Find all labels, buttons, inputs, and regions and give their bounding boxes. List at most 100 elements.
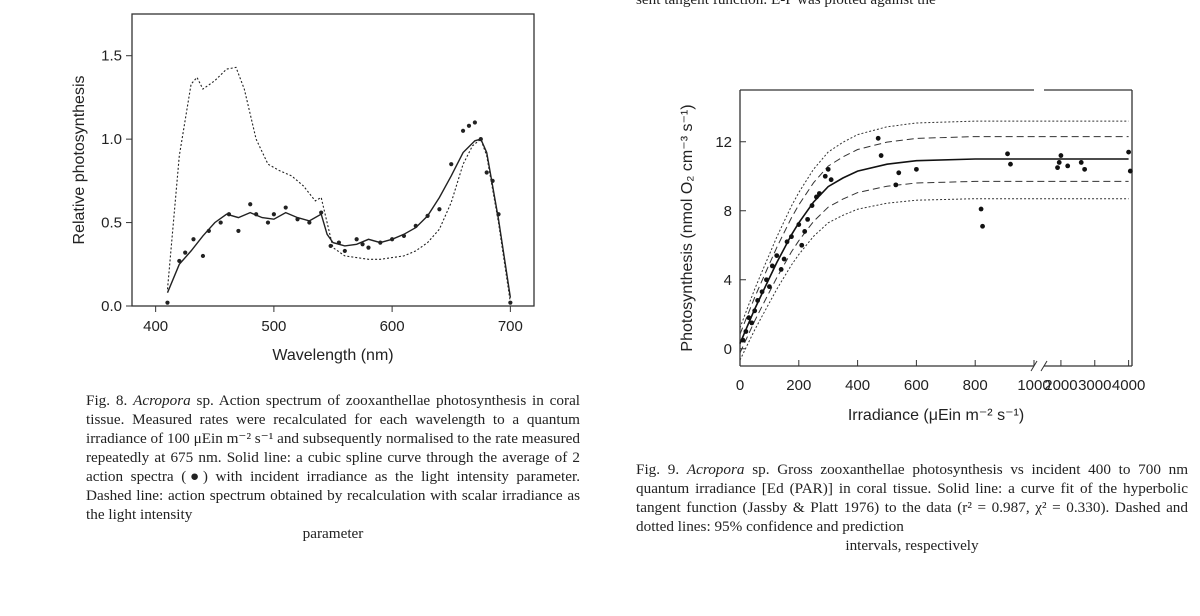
data-point <box>743 329 749 334</box>
data-point <box>342 248 347 254</box>
data-point <box>740 337 746 343</box>
data-point <box>177 258 182 264</box>
y-tick-label: 0 <box>724 341 732 358</box>
data-point <box>746 315 752 321</box>
plot-frame <box>131 13 535 307</box>
data-point <box>265 220 271 225</box>
data-point <box>980 223 985 229</box>
data-point <box>165 300 170 305</box>
x-tick-label: 700 <box>498 318 523 335</box>
data-point <box>484 170 489 175</box>
data-point <box>390 237 395 242</box>
y-tick-label: 0.5 <box>101 215 122 232</box>
data-point <box>1065 163 1071 169</box>
data-point <box>366 245 371 250</box>
data-point <box>191 237 196 242</box>
data-point <box>466 123 472 128</box>
x-axis-label: Irradiance (μEin m⁻² s⁻¹) <box>848 407 1024 424</box>
x-tick-label: 4000 <box>1112 377 1145 394</box>
data-point <box>802 229 808 234</box>
data-point <box>822 173 828 179</box>
data-point <box>378 240 383 245</box>
x-tick-label: 800 <box>963 377 988 394</box>
y-tick-label: 8 <box>724 203 732 220</box>
x-tick-label: 600 <box>904 377 929 394</box>
data-point <box>774 253 780 258</box>
caption-last-line: parameter <box>302 525 364 542</box>
y-tick-label: 1.0 <box>101 131 122 148</box>
x-tick-label: 0 <box>736 377 744 394</box>
data-point <box>226 212 232 217</box>
data-point <box>978 206 984 212</box>
scalar-spectrum-curve <box>166 66 511 303</box>
x-tick-label: 500 <box>261 318 286 335</box>
data-point <box>893 182 899 188</box>
data-point <box>878 153 884 158</box>
data-point <box>183 250 188 255</box>
data-point <box>796 222 802 227</box>
data-point <box>413 223 418 229</box>
axis-break-mark <box>1040 360 1048 372</box>
data-point <box>206 228 211 234</box>
y-axis-label: Photosynthesis (nmol O₂ cm⁻³ s⁻¹) <box>679 104 696 351</box>
caption-genus: Acropora <box>133 392 191 409</box>
data-point <box>805 216 811 222</box>
caption-fig-label: Fig. 9. <box>636 461 680 478</box>
data-point <box>816 191 822 196</box>
y-axis-label: Relative photosynthesis <box>71 76 88 245</box>
data-point <box>809 203 815 208</box>
x-tick-label: 600 <box>380 318 405 335</box>
data-point <box>328 243 333 249</box>
data-point <box>828 177 834 183</box>
figure-8-chart: 400 500 600 700 0.0 0.5 1.0 1.5 Wavelength (nm) R… <box>70 0 560 380</box>
data-point <box>508 300 513 305</box>
x-tick-label: 400 <box>143 318 168 335</box>
data-point <box>336 240 342 245</box>
data-point <box>1058 153 1064 158</box>
caption-fig-label: Fig. 8. <box>86 392 128 409</box>
hyperbolic-tangent-fit-curve <box>739 158 1129 344</box>
x-tick-label: 1000 <box>1017 377 1050 394</box>
figure-8-caption: Fig. 8. Acropora sp. Action spectrum of … <box>86 391 580 543</box>
data-point <box>896 170 902 176</box>
figure-9-caption: Fig. 9. Acropora sp. Gross zooxanthellae… <box>636 460 1188 555</box>
caption-body: sp. Action spectrum of zooxanthellae pho… <box>86 392 581 523</box>
data-point <box>1126 149 1132 155</box>
x-tick-label: 2000 <box>1044 377 1077 394</box>
data-point <box>764 277 769 283</box>
figure-9-chart: 0 200 400 600 800 1000 2000 3000 4000 0 4 8 12 Irradi… <box>672 78 1192 438</box>
spline-curve <box>166 138 512 298</box>
data-point <box>1078 160 1084 165</box>
y-tick-label: 12 <box>715 134 732 151</box>
data-point <box>778 267 784 272</box>
data-point <box>248 202 253 207</box>
x-tick-label: 400 <box>845 377 870 394</box>
y-tick-label: 4 <box>724 272 732 289</box>
data-point <box>1082 166 1088 172</box>
data-point <box>236 228 241 234</box>
data-point <box>769 263 775 269</box>
data-point <box>799 242 805 248</box>
data-point <box>271 212 276 217</box>
data-point <box>1005 151 1010 157</box>
x-axis-label: Wavelength (nm) <box>272 347 393 364</box>
data-point <box>295 217 300 222</box>
data-point <box>425 213 430 218</box>
data-point <box>354 237 359 242</box>
data-point <box>755 298 761 303</box>
page-top-text-fragment: sent tangent function. E-P was plotted a… <box>636 0 1188 9</box>
data-point <box>784 239 790 245</box>
data-point <box>490 178 495 183</box>
caption-body: sp. Gross zooxanthellae photosynthesis v… <box>636 461 1189 535</box>
data-point <box>200 253 206 259</box>
x-tick-label: 200 <box>786 377 811 394</box>
data-point <box>767 284 772 290</box>
data-point <box>1008 161 1013 167</box>
data-point <box>460 128 466 133</box>
data-point <box>360 242 365 247</box>
data-point <box>307 220 312 225</box>
data-point <box>749 320 755 326</box>
data-point <box>814 194 819 200</box>
data-point <box>319 210 324 215</box>
caption-genus: Acropora <box>686 461 745 478</box>
